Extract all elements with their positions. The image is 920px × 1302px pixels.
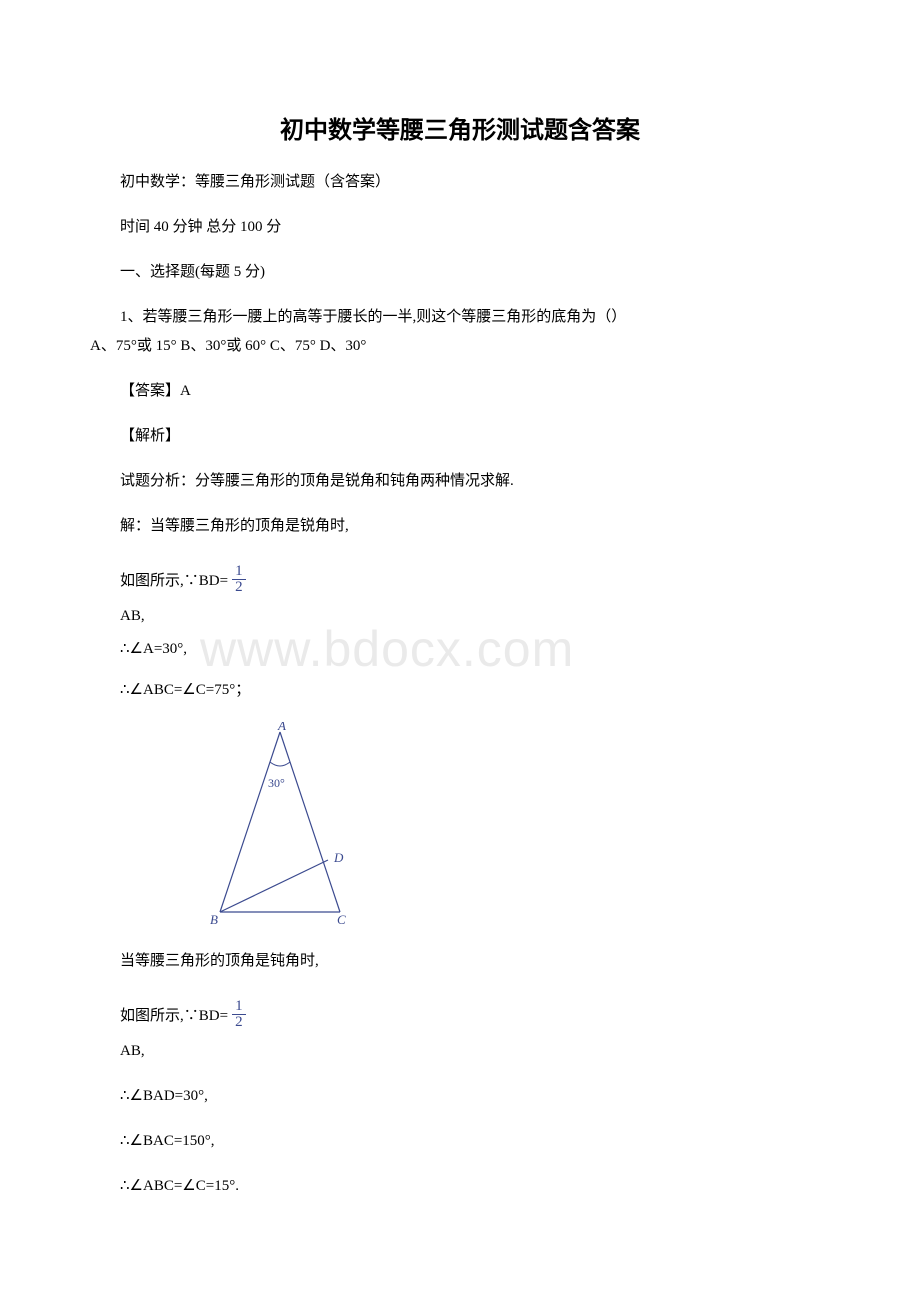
as-shown-prefix: 如图所示,∵BD= <box>120 569 228 590</box>
fraction-numerator-2: 1 <box>232 999 246 1015</box>
angle-a-line: ∴∠A=30°, <box>90 636 830 663</box>
fraction-denominator: 2 <box>232 580 246 595</box>
label-b: B <box>210 912 218 927</box>
ab-line-1: AB, <box>90 603 830 630</box>
angle-abc-acute: ∴∠ABC=∠C=75°； <box>90 677 830 704</box>
label-d: D <box>333 850 344 865</box>
angle-bad-line: ∴∠BAD=30°, <box>90 1083 830 1110</box>
angle-abc-obtuse: ∴∠ABC=∠C=15°. <box>90 1173 830 1200</box>
ab-line-2: AB, <box>90 1038 830 1065</box>
section-header: 一、选择题(每题 5 分) <box>90 259 830 286</box>
label-a: A <box>277 722 286 733</box>
fraction-numerator: 1 <box>232 564 246 580</box>
solve-intro: 解：当等腰三角形的顶角是锐角时, <box>90 513 830 540</box>
obtuse-intro: 当等腰三角形的顶角是钝角时, <box>90 948 830 975</box>
triangle-diagram: A B C D 30° <box>200 722 830 932</box>
label-c: C <box>337 912 346 927</box>
question-stem: 1、若等腰三角形一腰上的高等于腰长的一半,则这个等腰三角形的底角为（） <box>90 304 830 331</box>
line-ab <box>220 732 280 912</box>
page-title: 初中数学等腰三角形测试题含答案 <box>90 110 830 145</box>
triangle-svg: A B C D 30° <box>200 722 360 927</box>
analysis-label: 【解析】 <box>90 423 830 450</box>
fraction-denominator-2: 2 <box>232 1015 246 1030</box>
fraction-one-half-2: 1 2 <box>232 999 246 1030</box>
angle-bac-line: ∴∠BAC=150°, <box>90 1128 830 1155</box>
angle-label-30: 30° <box>268 776 285 790</box>
line-bd <box>220 860 328 912</box>
question-options: A、75°或 15° B、30°或 60° C、75° D、30° <box>90 333 830 360</box>
angle-arc <box>270 762 290 766</box>
time-score: 时间 40 分钟 总分 100 分 <box>90 214 830 241</box>
analysis-line: 试题分析：分等腰三角形的顶角是锐角和钝角两种情况求解. <box>90 468 830 495</box>
subtitle: 初中数学：等腰三角形测试题（含答案） <box>90 169 830 196</box>
as-shown-prefix-2: 如图所示,∵BD= <box>120 1004 228 1025</box>
line-ac <box>280 732 340 912</box>
fraction-one-half: 1 2 <box>232 564 246 595</box>
answer-label: 【答案】A <box>90 378 830 405</box>
